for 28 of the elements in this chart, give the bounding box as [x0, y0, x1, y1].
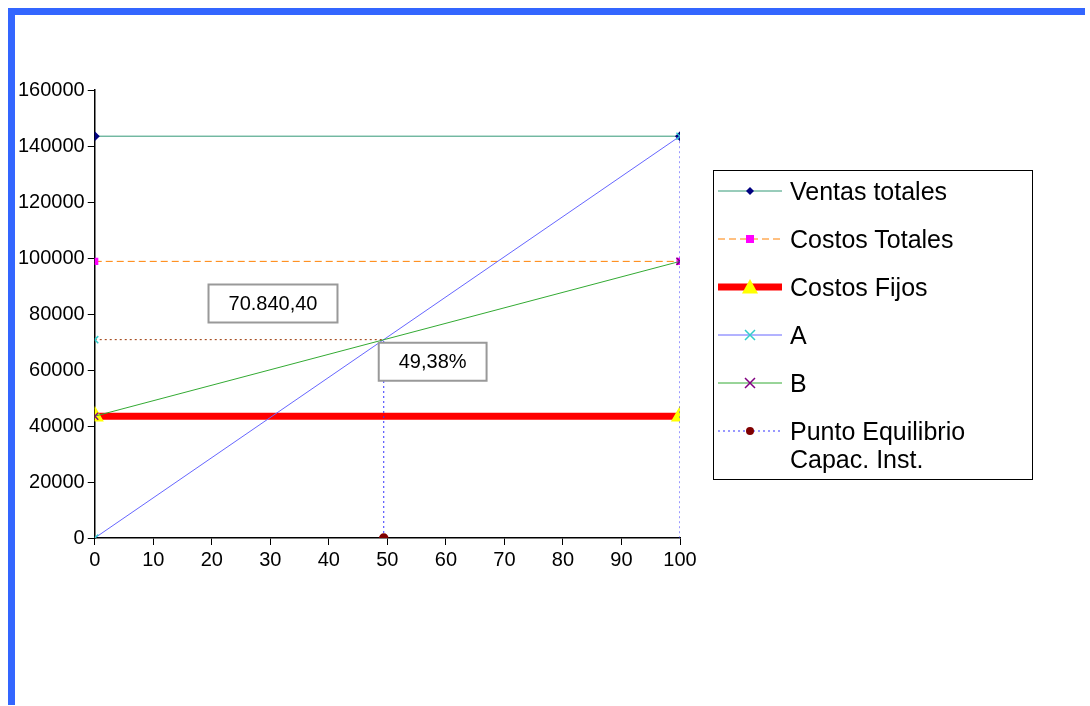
x-tick-label: 70: [493, 547, 516, 570]
legend-label: Punto Equilibrio Capac. Inst.: [790, 417, 967, 473]
legend-label: B: [790, 369, 807, 397]
y-tick-label: 140000: [17, 133, 85, 156]
x-tick-label: 20: [200, 547, 223, 570]
legend-label: Costos Fijos: [790, 273, 928, 301]
x-tick-label: 90: [610, 547, 633, 570]
x-tick-label: 80: [551, 547, 575, 570]
y-tick-label: 40000: [29, 413, 85, 436]
y-tick-label: 20000: [29, 469, 85, 492]
x-tick-label: 30: [259, 547, 282, 570]
y-tick-label: 0: [73, 525, 85, 548]
x-tick-label: 50: [376, 547, 399, 570]
legend-label: Costos Totales: [790, 225, 954, 253]
y-tick-label: 80000: [29, 301, 85, 324]
x-tick-label: 0: [89, 547, 101, 570]
x-tick-label: 100: [663, 547, 697, 570]
legend-label: Ventas totales: [790, 177, 948, 205]
y-tick-label: 120000: [17, 189, 85, 212]
y-tick-label: 160000: [17, 77, 85, 100]
y-tick-label: 100000: [17, 245, 85, 268]
annotation: 70.840,40: [228, 292, 318, 315]
legend-label: A: [790, 321, 807, 349]
annotation: 49,38%: [398, 350, 467, 373]
x-tick-label: 60: [434, 547, 458, 570]
y-tick-label: 60000: [29, 357, 85, 380]
x-tick-label: 40: [317, 547, 340, 570]
x-tick-label: 10: [142, 547, 165, 570]
